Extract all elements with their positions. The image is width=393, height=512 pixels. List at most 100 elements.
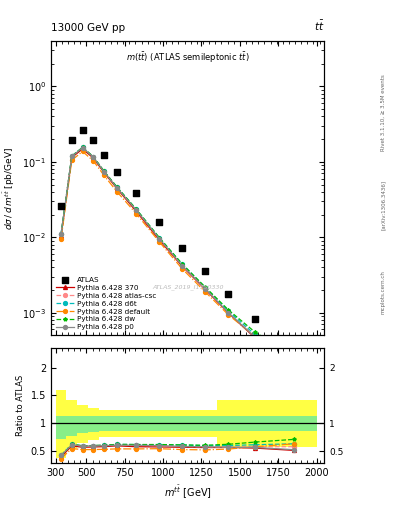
Pythia 6.428 atlas-csc <box>102 168 107 174</box>
Pythia 6.428 p0 <box>203 286 208 292</box>
Pythia 6.428 p0 <box>91 154 95 160</box>
Text: mcplots.cern.ch: mcplots.cern.ch <box>381 270 386 314</box>
Pythia 6.428 370 <box>80 146 85 152</box>
Pythia 6.428 d6t <box>203 285 208 291</box>
ATLAS <box>252 315 258 323</box>
Pythia 6.428 default <box>91 158 95 164</box>
Pythia 6.428 dw <box>59 231 63 237</box>
Pythia 6.428 default <box>180 266 185 272</box>
Text: [arXiv:1306.3436]: [arXiv:1306.3436] <box>381 180 386 230</box>
Pythia 6.428 370 <box>157 237 162 243</box>
Pythia 6.428 dw <box>115 184 119 190</box>
Pythia 6.428 dw <box>226 307 231 313</box>
Pythia 6.428 default <box>157 239 162 245</box>
Pythia 6.428 370 <box>134 208 139 215</box>
Pythia 6.428 d6t <box>115 184 119 190</box>
Pythia 6.428 d6t <box>59 231 63 237</box>
ATLAS <box>290 340 297 349</box>
Pythia 6.428 default <box>134 210 139 217</box>
Pythia 6.428 atlas-csc <box>203 286 208 292</box>
Pythia 6.428 atlas-csc <box>226 310 231 316</box>
Line: Pythia 6.428 p0: Pythia 6.428 p0 <box>59 146 296 367</box>
Pythia 6.428 p0 <box>291 362 296 369</box>
Pythia 6.428 atlas-csc <box>80 144 85 151</box>
Y-axis label: $d\sigma\,/\,d\,m^{t\bar{t}}$ [pb/GeV]: $d\sigma\,/\,d\,m^{t\bar{t}}$ [pb/GeV] <box>1 146 17 230</box>
Pythia 6.428 dw <box>203 284 208 290</box>
Pythia 6.428 d6t <box>80 144 85 151</box>
Pythia 6.428 default <box>59 236 63 242</box>
Pythia 6.428 default <box>115 189 119 195</box>
Pythia 6.428 370 <box>115 186 119 192</box>
Pythia 6.428 d6t <box>180 261 185 267</box>
Line: Pythia 6.428 dw: Pythia 6.428 dw <box>59 145 296 357</box>
ATLAS <box>79 126 86 135</box>
ATLAS <box>90 136 96 144</box>
Text: $m(t\bar{t})$ (ATLAS semileptonic $t\bar{t}$): $m(t\bar{t})$ (ATLAS semileptonic $t\bar… <box>126 50 250 65</box>
Pythia 6.428 dw <box>91 154 95 160</box>
Pythia 6.428 p0 <box>253 334 257 340</box>
Pythia 6.428 atlas-csc <box>115 184 119 190</box>
Pythia 6.428 d6t <box>134 206 139 212</box>
ATLAS <box>133 189 140 198</box>
Pythia 6.428 atlas-csc <box>134 207 139 213</box>
Pythia 6.428 p0 <box>180 263 185 269</box>
Pythia 6.428 370 <box>291 363 296 369</box>
Pythia 6.428 default <box>226 312 231 318</box>
Pythia 6.428 atlas-csc <box>180 263 185 269</box>
Line: Pythia 6.428 atlas-csc: Pythia 6.428 atlas-csc <box>59 145 296 364</box>
Pythia 6.428 p0 <box>102 168 107 175</box>
Pythia 6.428 d6t <box>253 332 257 338</box>
Pythia 6.428 d6t <box>70 153 74 159</box>
ATLAS <box>225 290 231 298</box>
ATLAS <box>101 151 107 159</box>
ATLAS <box>202 267 208 275</box>
Y-axis label: Ratio to ATLAS: Ratio to ATLAS <box>16 375 25 436</box>
Pythia 6.428 dw <box>80 144 85 151</box>
Pythia 6.428 dw <box>134 206 139 212</box>
Pythia 6.428 d6t <box>157 235 162 241</box>
Text: ATLAS_2019_I1750330: ATLAS_2019_I1750330 <box>152 284 223 290</box>
Pythia 6.428 370 <box>226 310 231 316</box>
Pythia 6.428 dw <box>253 329 257 335</box>
Line: Pythia 6.428 370: Pythia 6.428 370 <box>59 147 296 368</box>
Text: $t\bar{t}$: $t\bar{t}$ <box>314 18 324 33</box>
Pythia 6.428 370 <box>253 335 257 341</box>
Pythia 6.428 dw <box>291 352 296 358</box>
Pythia 6.428 dw <box>180 261 185 267</box>
ATLAS <box>114 167 120 176</box>
X-axis label: $m^{t\bar{t}}$ [GeV]: $m^{t\bar{t}}$ [GeV] <box>164 484 211 501</box>
Legend: ATLAS, Pythia 6.428 370, Pythia 6.428 atlas-csc, Pythia 6.428 d6t, Pythia 6.428 : ATLAS, Pythia 6.428 370, Pythia 6.428 at… <box>55 275 158 332</box>
Line: Pythia 6.428 default: Pythia 6.428 default <box>59 150 296 361</box>
Pythia 6.428 p0 <box>59 231 63 237</box>
Text: Rivet 3.1.10, ≥ 3.5M events: Rivet 3.1.10, ≥ 3.5M events <box>381 74 386 151</box>
Pythia 6.428 370 <box>91 155 95 161</box>
Pythia 6.428 default <box>291 356 296 362</box>
Pythia 6.428 370 <box>70 155 74 161</box>
ATLAS <box>156 218 162 226</box>
Pythia 6.428 p0 <box>70 153 74 159</box>
ATLAS <box>69 136 75 144</box>
Pythia 6.428 370 <box>59 233 63 239</box>
Pythia 6.428 default <box>80 148 85 155</box>
Pythia 6.428 default <box>70 157 74 163</box>
Pythia 6.428 p0 <box>157 236 162 242</box>
Pythia 6.428 p0 <box>226 310 231 316</box>
Pythia 6.428 atlas-csc <box>253 334 257 340</box>
Pythia 6.428 d6t <box>102 168 107 174</box>
Text: 13000 GeV pp: 13000 GeV pp <box>51 23 125 33</box>
Pythia 6.428 atlas-csc <box>157 236 162 242</box>
Pythia 6.428 atlas-csc <box>291 359 296 366</box>
Pythia 6.428 p0 <box>115 185 119 191</box>
Pythia 6.428 atlas-csc <box>91 154 95 160</box>
Pythia 6.428 d6t <box>291 356 296 362</box>
Pythia 6.428 370 <box>180 263 185 269</box>
Pythia 6.428 p0 <box>134 207 139 213</box>
Pythia 6.428 d6t <box>226 308 231 314</box>
ATLAS <box>179 244 185 252</box>
Pythia 6.428 dw <box>157 234 162 241</box>
Pythia 6.428 dw <box>102 168 107 174</box>
Pythia 6.428 atlas-csc <box>59 231 63 237</box>
Pythia 6.428 default <box>102 173 107 179</box>
Pythia 6.428 370 <box>102 169 107 176</box>
Pythia 6.428 default <box>203 289 208 295</box>
